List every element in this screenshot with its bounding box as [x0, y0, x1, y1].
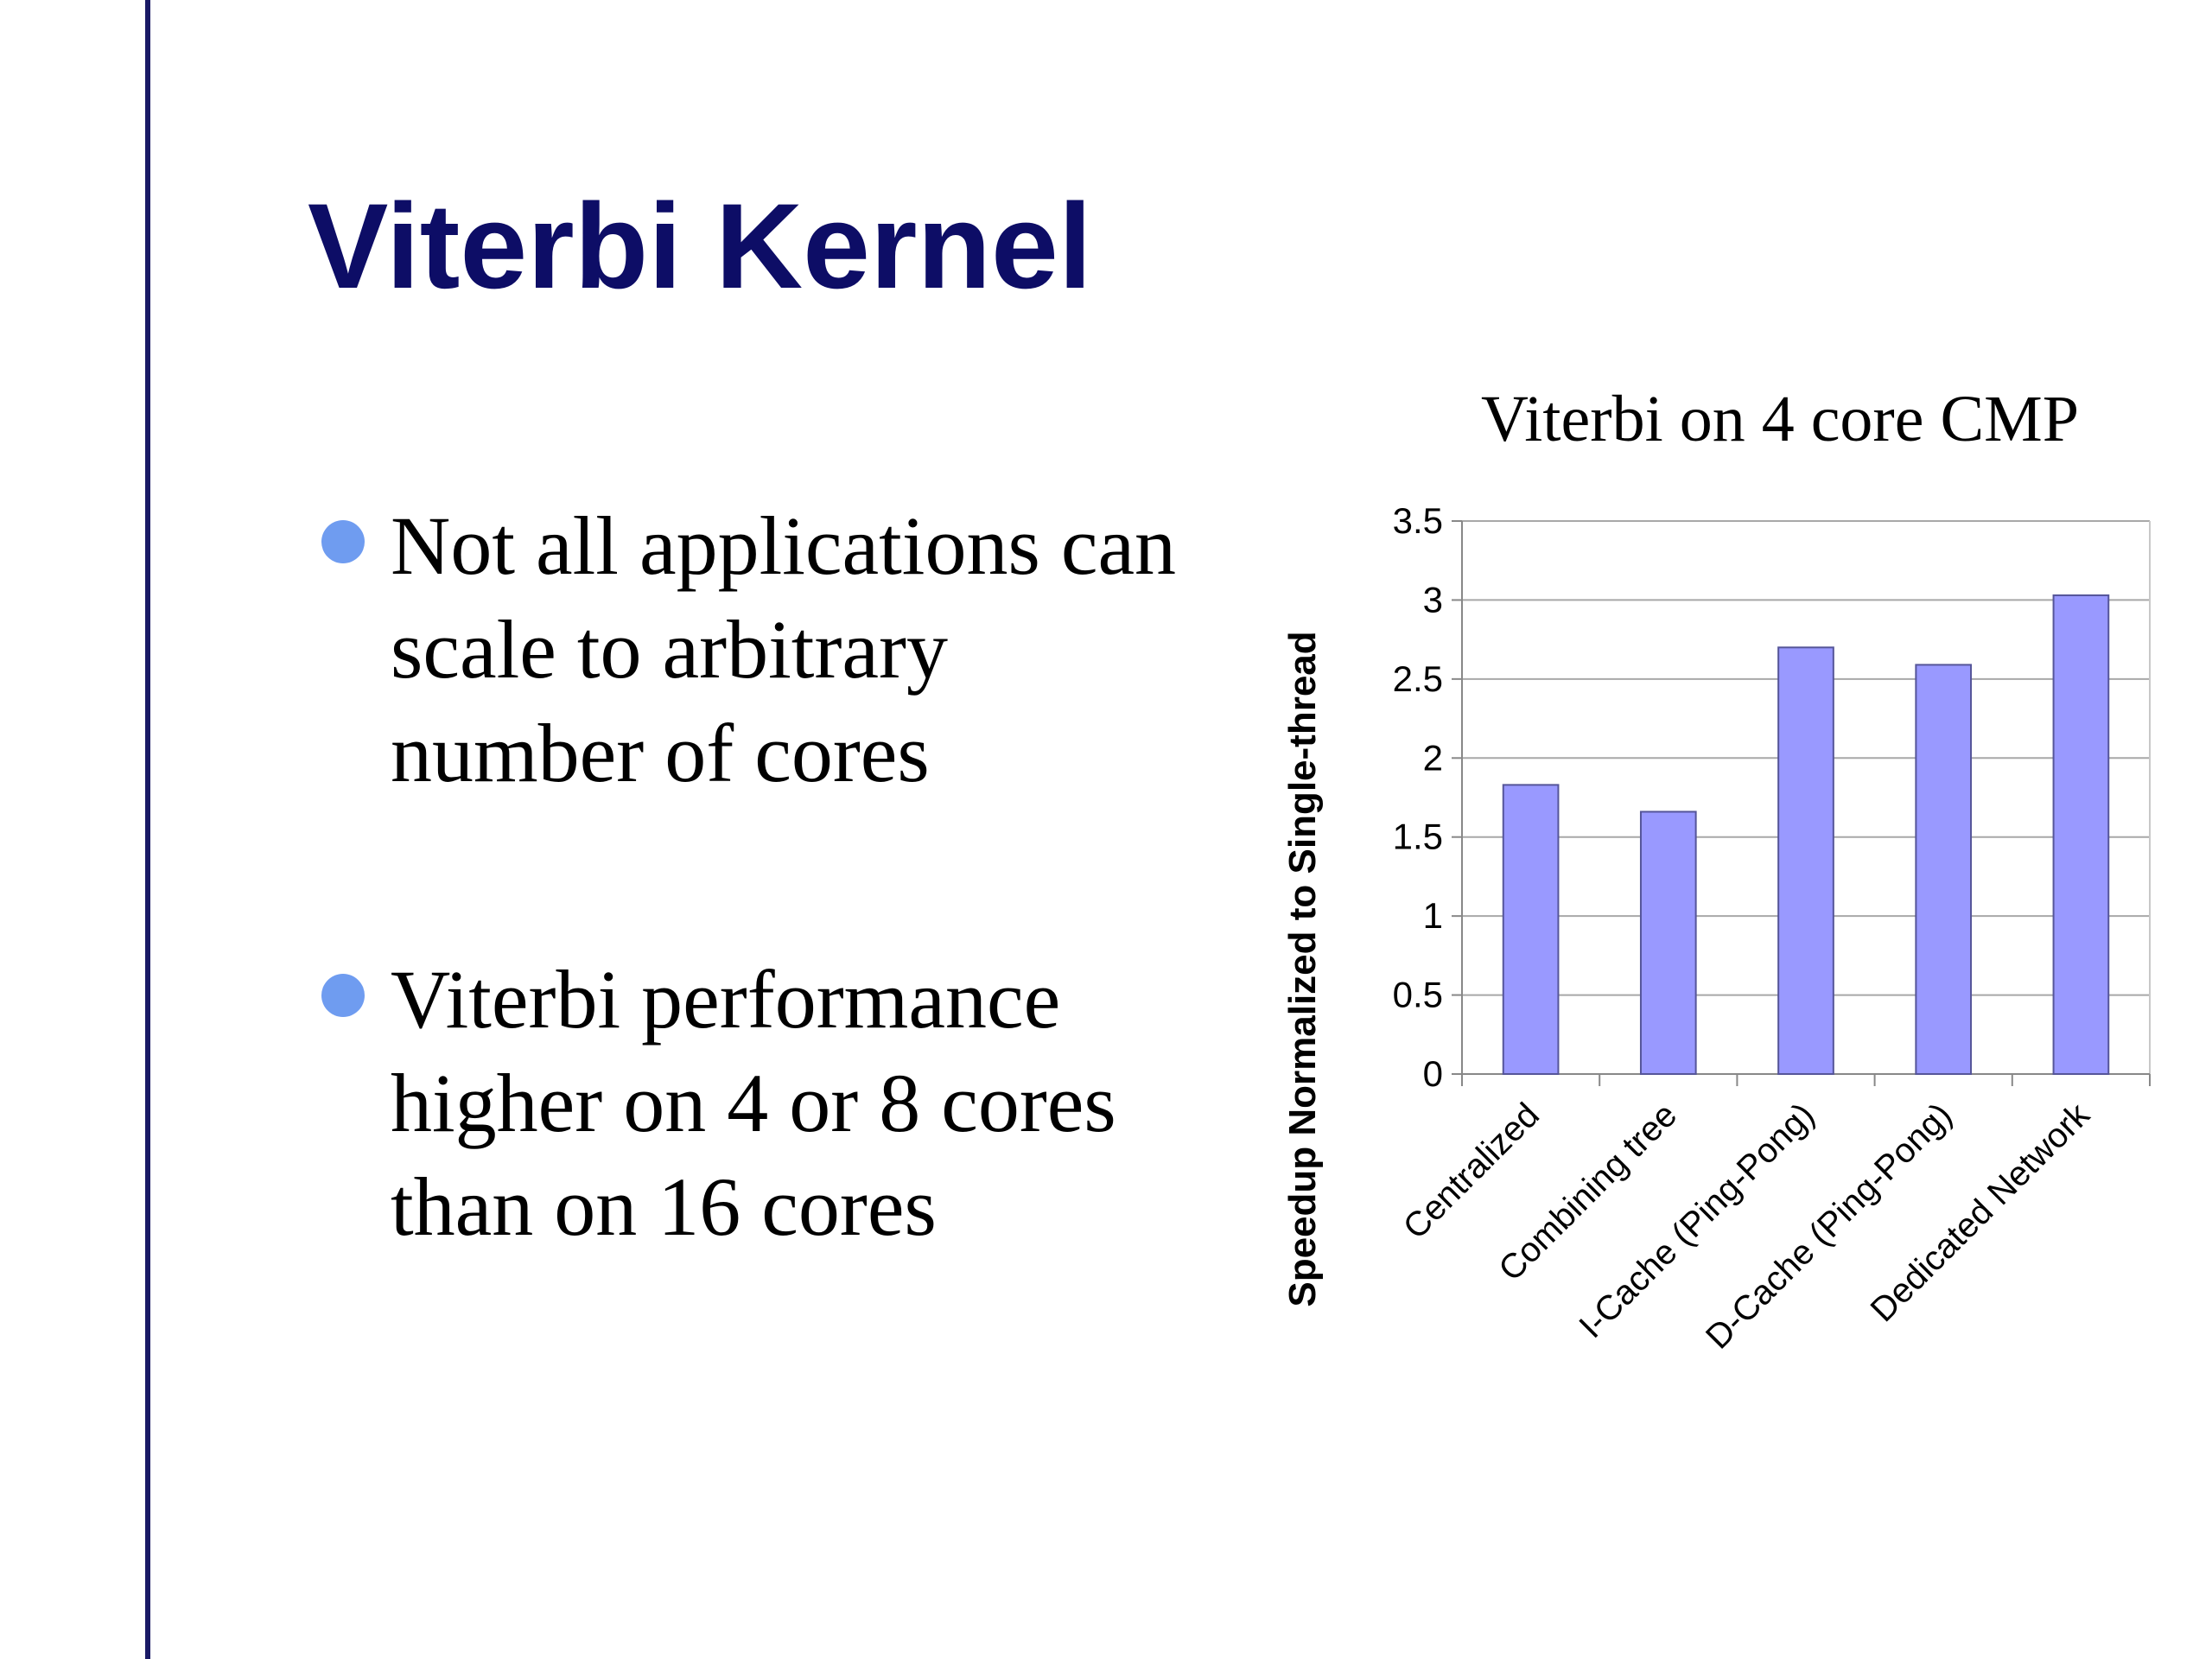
bar-combining-tree — [1639, 810, 1697, 1075]
bullet-dot-icon — [321, 974, 365, 1017]
speedup-bar-chart: Viterbi on 4 core CMP 0 0.5 1 1.5 2 2.5 3 3.5 Cen… — [1281, 383, 2151, 1357]
x-category-label: Centralized — [1396, 1096, 1547, 1246]
bullet-dot-icon — [321, 520, 365, 563]
bullet-text: Not all applications can scale to arbitr… — [391, 499, 1177, 799]
bar-i-cache-ping-pong — [1777, 646, 1834, 1075]
y-tick-label: 1 — [1423, 895, 1443, 936]
y-tick-label: 2.5 — [1393, 658, 1443, 699]
chart-title: Viterbi on 4 core CMP — [1481, 383, 2079, 455]
x-category-label: D-Cache (Ping-Pong) — [1699, 1096, 1960, 1357]
x-category-label: I-Cache (Ping-Pong) — [1572, 1096, 1821, 1345]
y-tick-label: 2 — [1423, 737, 1443, 778]
slide-left-rule — [145, 0, 150, 1659]
slide-title: Viterbi Kernel — [308, 178, 1092, 314]
y-axis-label: Speedup Normalized to Single-thread — [1281, 631, 1324, 1306]
bar-dedicated-network — [2052, 594, 2110, 1075]
y-tick-label: 0 — [1423, 1053, 1443, 1094]
y-tick-label: 3.5 — [1393, 500, 1443, 541]
y-tick-label: 0.5 — [1393, 975, 1443, 1015]
y-tick-label: 1.5 — [1393, 817, 1443, 857]
bullet-text: Viterbi performance higher on 4 or 8 cor… — [391, 953, 1116, 1253]
y-tick-label: 3 — [1423, 579, 1443, 620]
bar-centralized — [1502, 784, 1560, 1075]
bar-d-cache-ping-pong — [1915, 664, 1973, 1075]
